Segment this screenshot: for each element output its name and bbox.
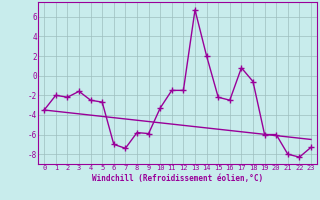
X-axis label: Windchill (Refroidissement éolien,°C): Windchill (Refroidissement éolien,°C)	[92, 174, 263, 183]
